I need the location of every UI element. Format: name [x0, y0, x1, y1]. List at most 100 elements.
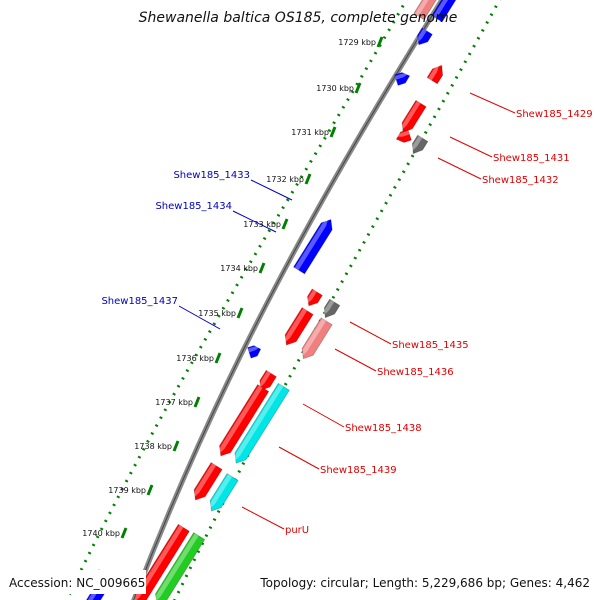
gene-green-shine [154, 533, 199, 600]
gene-reverse [293, 218, 333, 275]
gene-leader-line [241, 506, 285, 530]
tick-label: 1731 kbp [291, 128, 329, 137]
gene-reverse-shine [432, 0, 453, 19]
gene-leader-line [302, 403, 345, 428]
tick-mark [120, 527, 128, 539]
gene-label[interactable]: Shew185_1429 [516, 109, 593, 120]
gene-leader-line [437, 157, 482, 180]
gene-forward-body [193, 462, 223, 501]
gene-forward-shine [395, 130, 410, 137]
gene-forward-shine [306, 289, 317, 305]
gene-pseudo [410, 134, 429, 155]
gene-label[interactable]: Shew185_1436 [377, 367, 454, 378]
gene-reverse [247, 345, 262, 359]
tick-label: 1732 kbp [266, 175, 304, 184]
tick-mark [146, 484, 154, 496]
gene-leader-line [334, 348, 377, 372]
accession-text: Accession: NC_009665 [9, 576, 145, 590]
gene-reverse-body [431, 0, 459, 23]
gene-label[interactable]: Shew185_1433 [173, 170, 250, 181]
gene-forward-body [259, 369, 277, 392]
accession-bg [6, 570, 146, 594]
tick-label: 1735 kbp [198, 309, 236, 318]
gene-pseudo-body [411, 134, 429, 155]
gene-forward-body [395, 129, 412, 143]
gene-label[interactable]: Shew185_1438 [345, 423, 422, 434]
gene-forward-body [401, 99, 427, 133]
gene-pseudo-body [323, 298, 341, 319]
gene-label[interactable]: Shew185_1439 [320, 465, 397, 476]
tick-label: 1734 kbp [220, 264, 258, 273]
gene-rna-shine [233, 384, 284, 462]
tick-label: 1730 kbp [316, 84, 354, 93]
gene-label[interactable]: Shew185_1431 [493, 153, 570, 164]
gene-forward [218, 384, 270, 457]
gene-rna [233, 382, 290, 464]
gene-forward-body [219, 384, 270, 457]
gene-faint-body [413, 0, 443, 21]
tick-label: 1739 kbp [108, 486, 146, 495]
gene-reverse [416, 27, 433, 46]
gene-forward-shine [192, 463, 217, 499]
gene-pale [300, 317, 333, 360]
gene-forward-shine [218, 385, 263, 455]
gene-pale-body [301, 317, 333, 360]
gene-forward-shine [400, 101, 421, 131]
gene-forward [400, 99, 427, 133]
gene-leader-line [178, 305, 221, 330]
gene-forward [306, 288, 323, 307]
tick-mark [172, 440, 180, 452]
gene-green [154, 532, 206, 600]
map-title: Shewanella baltica OS185, complete genom… [139, 10, 458, 26]
tick-label: 1733 kbp [243, 220, 281, 229]
tick-label: 1738 kbp [134, 442, 172, 451]
gene-rna-body [209, 473, 239, 512]
gene-pseudo-shine [322, 299, 335, 317]
gene-reverse [431, 0, 459, 23]
gene-forward [283, 307, 314, 346]
tick-label: 1736 kbp [176, 354, 214, 363]
tick-mark [236, 307, 244, 319]
gene-label[interactable]: Shew185_1435 [392, 340, 469, 351]
gene-forward [258, 369, 277, 392]
gene-label[interactable]: Shew185_1437 [101, 296, 178, 307]
gene-rna-body [234, 382, 290, 464]
gene-label[interactable]: Shew185_1432 [482, 175, 559, 186]
gene-faint [413, 0, 443, 21]
tick-label: 1740 kbp [82, 529, 120, 538]
gene-pseudo-shine [410, 135, 423, 153]
gene-pseudo [322, 298, 341, 319]
tick-mark [304, 173, 312, 185]
tick-mark [214, 352, 222, 364]
tick-label: 1737 kbp [155, 398, 193, 407]
gene-reverse-body [394, 72, 411, 86]
tick-mark [193, 396, 201, 408]
gene-forward-shine [283, 308, 308, 344]
gene-reverse-shine [247, 346, 260, 353]
gene-reverse-body [293, 219, 333, 275]
gene-reverse-shine [416, 28, 427, 44]
tick-mark [354, 82, 362, 94]
gene-forward-body [307, 288, 323, 307]
gene-reverse-shine [294, 218, 329, 271]
gene-forward-shine [133, 525, 184, 600]
gene-leader-line [469, 92, 516, 114]
gene-label[interactable]: purU [285, 525, 309, 536]
tick-mark [329, 126, 337, 138]
tick-label: 1729 kbp [338, 38, 376, 47]
gene-reverse-shine [394, 73, 409, 80]
gene-forward-body [426, 64, 444, 85]
tick-mark [258, 262, 266, 274]
gene-reverse-body [417, 27, 433, 46]
gene-forward-body [284, 307, 314, 346]
gene-green-body [155, 532, 206, 600]
gene-leader-line [449, 136, 493, 158]
gene-leader-line [232, 210, 277, 233]
gene-forward [395, 129, 412, 143]
tick-mark [376, 36, 384, 48]
gene-reverse [394, 72, 411, 86]
gene-pale-shine [300, 318, 327, 358]
gene-label[interactable]: Shew185_1434 [155, 201, 232, 212]
gene-leader-line [349, 321, 392, 345]
